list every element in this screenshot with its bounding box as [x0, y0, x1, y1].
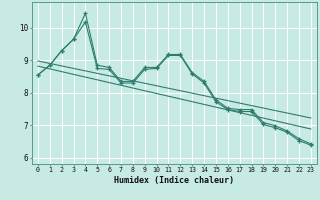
X-axis label: Humidex (Indice chaleur): Humidex (Indice chaleur) [115, 176, 234, 185]
